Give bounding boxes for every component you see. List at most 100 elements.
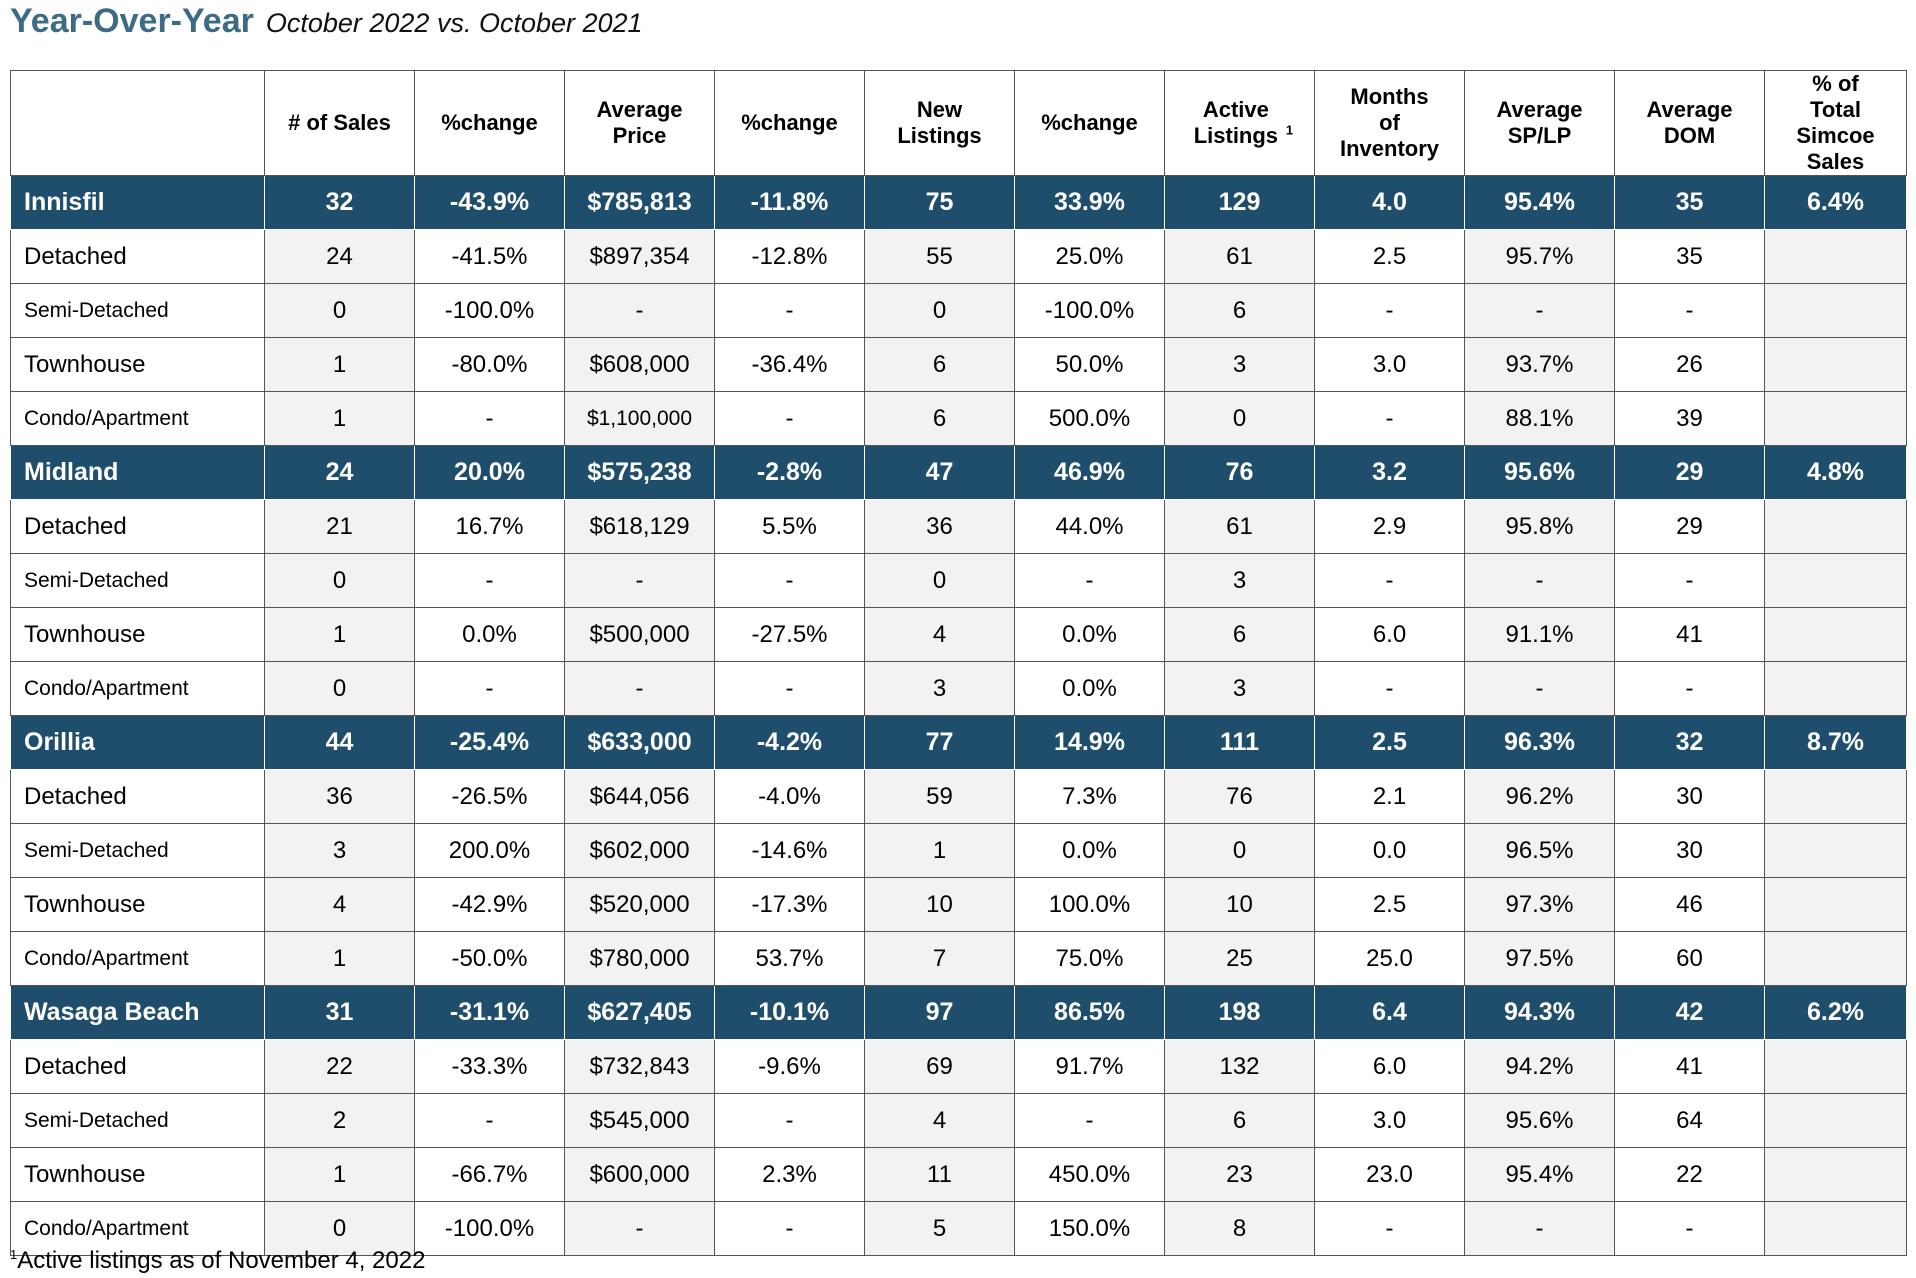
new-listings-cell: 4: [864, 607, 1015, 662]
property-type-cell: Semi-Detached: [10, 823, 265, 878]
property-type-cell: Detached: [10, 1039, 265, 1094]
average-price-cell: $545,000: [564, 1093, 715, 1148]
price-change-cell: -4.0%: [714, 769, 865, 824]
column-header-average-price: Average Price: [564, 70, 715, 176]
property-type-cell: Detached: [10, 499, 265, 554]
listings-change-cell: 0.0%: [1014, 823, 1165, 878]
area-name-cell: Midland: [10, 445, 265, 500]
active-listings-cell: 61: [1164, 499, 1315, 554]
price-change-cell: -27.5%: [714, 607, 865, 662]
sales-cell: 44: [264, 715, 415, 770]
new-listings-cell: 6: [864, 391, 1015, 446]
footnote-text: Active listings as of November 4, 2022: [17, 1247, 426, 1274]
sales-change-cell: 0.0%: [414, 607, 565, 662]
active-listings-cell: 6: [1164, 283, 1315, 338]
price-change-cell: -17.3%: [714, 877, 865, 932]
dom-cell: 26: [1614, 337, 1765, 392]
listings-change-cell: 14.9%: [1014, 715, 1165, 770]
property-type-cell: Townhouse: [10, 607, 265, 662]
table-body: Innisfil 32 -43.9% $785,813 -11.8% 75 33.9% 129…: [10, 175, 1907, 1256]
price-change-cell: -14.6%: [714, 823, 865, 878]
active-listings-cell: 61: [1164, 229, 1315, 284]
share-of-sales-cell: 6.2%: [1764, 985, 1907, 1040]
property-type-cell: Semi-Detached: [10, 1093, 265, 1148]
column-header-sp-lp: Average SP/LP: [1464, 70, 1615, 176]
new-listings-cell: 75: [864, 175, 1015, 230]
dom-cell: 29: [1614, 499, 1765, 554]
property-type-cell: Condo/Apartment: [10, 931, 265, 986]
average-price-cell: $575,238: [564, 445, 715, 500]
listings-change-cell: 50.0%: [1014, 337, 1165, 392]
price-change-cell: -11.8%: [714, 175, 865, 230]
share-of-sales-cell: [1764, 499, 1907, 554]
sales-change-cell: -: [414, 553, 565, 608]
share-of-sales-cell: [1764, 283, 1907, 338]
sp-lp-cell: -: [1464, 661, 1615, 716]
dom-cell: 42: [1614, 985, 1765, 1040]
sp-lp-cell: 96.3%: [1464, 715, 1615, 770]
sp-lp-cell: 97.5%: [1464, 931, 1615, 986]
share-of-sales-cell: [1764, 553, 1907, 608]
property-type-row: Semi-Detached 2- $545,000-4-6 3.0 95.6% 64: [10, 1093, 1907, 1148]
months-inventory-cell: -: [1314, 553, 1465, 608]
sales-change-cell: -50.0%: [414, 931, 565, 986]
listings-change-cell: -: [1014, 1093, 1165, 1148]
listings-change-cell: 150.0%: [1014, 1201, 1165, 1256]
average-price-cell: $627,405: [564, 985, 715, 1040]
sales-cell: 0: [264, 661, 415, 716]
active-listings-cell: 76: [1164, 445, 1315, 500]
sales-change-cell: -42.9%: [414, 877, 565, 932]
sales-change-cell: 200.0%: [414, 823, 565, 878]
active-listings-cell: 6: [1164, 1093, 1315, 1148]
share-of-sales-cell: [1764, 229, 1907, 284]
column-header-active-listings: Active Listings 1: [1164, 70, 1315, 176]
active-listings-cell: 3: [1164, 661, 1315, 716]
sales-change-cell: -31.1%: [414, 985, 565, 1040]
months-inventory-cell: 6.0: [1314, 1039, 1465, 1094]
sp-lp-cell: 91.1%: [1464, 607, 1615, 662]
listings-change-cell: 91.7%: [1014, 1039, 1165, 1094]
price-change-cell: -9.6%: [714, 1039, 865, 1094]
new-listings-cell: 7: [864, 931, 1015, 986]
listings-change-cell: 7.3%: [1014, 769, 1165, 824]
months-inventory-cell: 2.1: [1314, 769, 1465, 824]
sales-cell: 0: [264, 283, 415, 338]
dom-cell: 41: [1614, 1039, 1765, 1094]
property-type-row: Semi-Detached 3 200.0% $602,000 -14.6% 1 0.0% 0…: [10, 823, 1907, 878]
share-of-sales-cell: [1764, 1093, 1907, 1148]
sales-change-cell: -100.0%: [414, 1201, 565, 1256]
sales-cell: 1: [264, 1147, 415, 1202]
property-type-row: Condo/Apartment 1 -50.0% $780,000 53.7% 7 75.0…: [10, 931, 1907, 986]
active-listings-cell: 10: [1164, 877, 1315, 932]
months-inventory-cell: 0.0: [1314, 823, 1465, 878]
months-inventory-cell: 6.0: [1314, 607, 1465, 662]
property-type-row: Townhouse 1 -66.7% $600,000 2.3% 11 450.0% 23 23…: [10, 1147, 1907, 1202]
share-of-sales-cell: [1764, 661, 1907, 716]
share-of-sales-cell: [1764, 1039, 1907, 1094]
sp-lp-cell: 95.7%: [1464, 229, 1615, 284]
active-listings-cell: 198: [1164, 985, 1315, 1040]
dom-cell: -: [1614, 1201, 1765, 1256]
dom-cell: 60: [1614, 931, 1765, 986]
area-name-cell: Orillia: [10, 715, 265, 770]
sp-lp-cell: 88.1%: [1464, 391, 1615, 446]
sales-cell: 1: [264, 391, 415, 446]
sales-change-cell: -100.0%: [414, 283, 565, 338]
dom-cell: 32: [1614, 715, 1765, 770]
listings-change-cell: 86.5%: [1014, 985, 1165, 1040]
sales-cell: 1: [264, 607, 415, 662]
months-inventory-cell: -: [1314, 391, 1465, 446]
new-listings-cell: 77: [864, 715, 1015, 770]
share-of-sales-cell: [1764, 823, 1907, 878]
sp-lp-cell: 95.4%: [1464, 175, 1615, 230]
active-listings-label: Active Listings: [1193, 97, 1279, 148]
new-listings-cell: 36: [864, 499, 1015, 554]
new-listings-cell: 47: [864, 445, 1015, 500]
dom-cell: 30: [1614, 823, 1765, 878]
sales-cell: 4: [264, 877, 415, 932]
property-type-cell: Townhouse: [10, 1147, 265, 1202]
price-change-cell: -10.1%: [714, 985, 865, 1040]
share-of-sales-cell: [1764, 391, 1907, 446]
listings-change-cell: 450.0%: [1014, 1147, 1165, 1202]
report-title: Year-Over-Year: [10, 2, 254, 40]
